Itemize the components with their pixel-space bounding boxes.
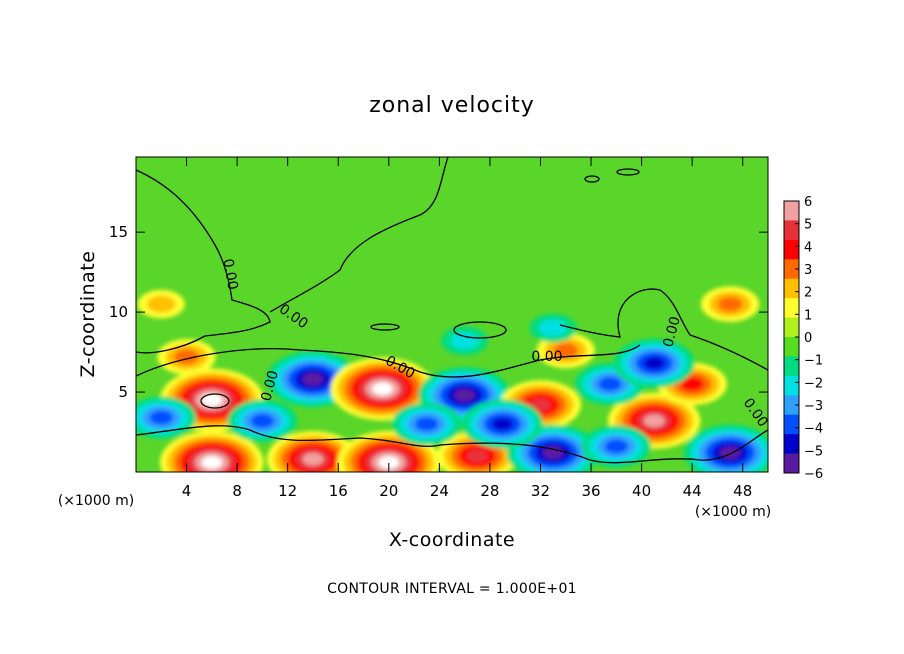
- y-axis: 5 10 15: [109, 223, 768, 401]
- zero-contour-loop-1: [200, 393, 230, 409]
- field-feature-14: [136, 396, 197, 439]
- field-feature-16: [391, 402, 462, 446]
- field-feature-19: [613, 338, 695, 388]
- x-axis-label: X-coordinate: [389, 529, 515, 551]
- contour-interval-note: CONTOUR INTERVAL = 1.000E+01: [327, 581, 577, 597]
- field-feature-20: [581, 425, 652, 468]
- zero-contour-loop-2: [584, 175, 600, 183]
- colorbar: 6 5 4 3 2 1 0 −1 −2 −3 −4 −5 −6: [783, 195, 823, 482]
- contour-label-6: 0.00: [660, 315, 684, 349]
- x-tick-label-32: 32: [531, 482, 550, 500]
- colorbar-label--3: −3: [804, 399, 823, 414]
- colorbar-label-5: 5: [804, 218, 812, 233]
- colorbar-segment-14: [784, 453, 799, 474]
- zero-contour-upper: [136, 169, 271, 354]
- x-tick-label-8: 8: [232, 482, 242, 500]
- x-unit-right: (×1000 m): [695, 504, 771, 520]
- zero-contours: [136, 157, 768, 464]
- x-tick-label-36: 36: [581, 482, 600, 500]
- x-tick-label-20: 20: [379, 482, 398, 500]
- plot-area: [136, 157, 768, 472]
- x-tick-label-12: 12: [278, 482, 297, 500]
- colorbar-segment-13: [784, 434, 799, 455]
- field-feature-11: [336, 430, 441, 472]
- colorbar-segment-4: [784, 259, 799, 280]
- colorbar-label-4: 4: [804, 240, 812, 255]
- colorbar-segment-1: [784, 201, 799, 221]
- zero-contour-lower: [136, 344, 641, 378]
- colorbar-segment-3: [784, 239, 799, 260]
- field-feature-9: [160, 430, 264, 472]
- field-feature-10: [266, 431, 360, 472]
- x-tick-label-24: 24: [430, 482, 449, 500]
- field-feature-17: [462, 399, 544, 449]
- y-tick-label-15: 15: [109, 223, 128, 241]
- plot-frame: [135, 156, 769, 473]
- x-tick-label-44: 44: [683, 482, 702, 500]
- contour-label-1: 0.00: [219, 258, 240, 291]
- colorbar-segment-2: [784, 220, 799, 241]
- colorbar-segment-10: [784, 375, 799, 396]
- x-unit-left: (×1000 m): [58, 493, 134, 509]
- colorbar-label--1: −1: [804, 354, 823, 369]
- zero-contour-right: [559, 288, 768, 371]
- colorbar-label-0: 0: [804, 331, 812, 346]
- colorbar-label-2: 2: [804, 286, 812, 301]
- x-tick-label-4: 4: [182, 482, 192, 500]
- field-feature-15: [227, 399, 298, 442]
- chart-title: zonal velocity: [369, 93, 535, 118]
- field-feature-3: [330, 357, 435, 421]
- colorbar-segment-9: [784, 356, 799, 377]
- field-feature-24: [137, 289, 185, 319]
- x-tick-label-28: 28: [480, 482, 499, 500]
- velocity-field: [136, 286, 768, 472]
- colorbar-label-1: 1: [804, 308, 812, 323]
- colorbar-segment-6: [784, 298, 799, 319]
- x-tick-label-40: 40: [632, 482, 651, 500]
- colorbar-segment-8: [784, 337, 799, 357]
- zero-contour-loop-3: [616, 168, 640, 176]
- colorbar-label--6: −6: [804, 467, 823, 482]
- colorbar-segment-12: [784, 414, 799, 435]
- colorbar-segment-7: [784, 317, 799, 338]
- x-tick-label-16: 16: [329, 482, 348, 500]
- contour-label-3: 0.00: [258, 369, 282, 403]
- colorbar-label-3: 3: [804, 263, 812, 278]
- colorbar-segment-5: [784, 278, 799, 299]
- y-axis-label: Z-coordinate: [77, 251, 99, 378]
- contour-label-5: 0.00: [531, 349, 562, 365]
- zero-contour-mid: [269, 157, 449, 313]
- field-feature-25: [529, 313, 577, 343]
- colorbar-label--4: −4: [804, 422, 823, 437]
- x-tick-label-48: 48: [733, 482, 752, 500]
- zero-contour-bottom: [136, 425, 768, 464]
- field-feature-22: [700, 286, 760, 322]
- colorbar-segment-11: [784, 395, 799, 416]
- field-feature-26: [441, 326, 489, 356]
- x-axis: 4 8 12 16 20 24 28 32 36 40 44 48: [182, 157, 752, 500]
- zero-contour-loop-4: [370, 323, 400, 331]
- colorbar-label-6: 6: [804, 195, 812, 210]
- colorbar-label--5: −5: [804, 444, 823, 459]
- zero-contour-loop-5: [453, 321, 507, 339]
- colorbar-label--2: −2: [804, 376, 823, 391]
- y-tick-label-5: 5: [118, 383, 128, 401]
- y-tick-label-10: 10: [109, 303, 128, 321]
